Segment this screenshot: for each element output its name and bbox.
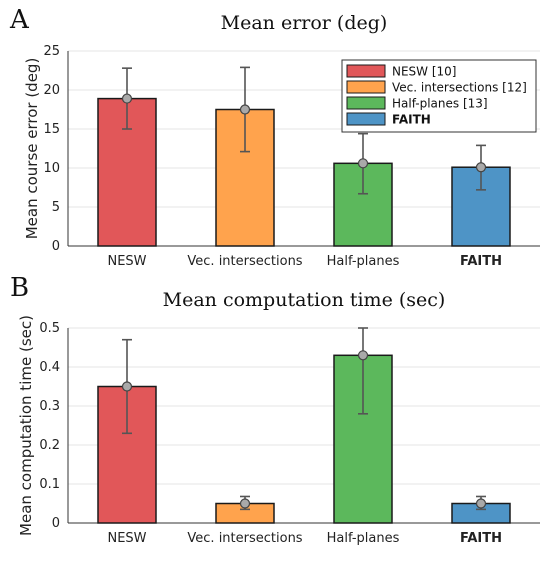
y-tick-label: 0.3 [39,399,60,414]
y-tick-label: 15 [43,122,60,137]
legend-swatch [346,112,386,126]
mean-marker [121,93,133,104]
x-tick-label: NESW [107,254,146,269]
panel-letter: B [10,273,29,303]
y-tick-label: 0.5 [39,321,60,336]
legend-swatch [346,96,386,110]
y-tick-label: 10 [43,161,60,176]
y-tick-label: 0.4 [39,360,60,375]
y-tick-label: 5 [52,200,60,215]
mean-marker [357,158,369,169]
y-tick-label: 25 [43,44,60,59]
x-tick-label: FAITH [460,254,502,269]
y-tick-label: 20 [43,83,60,98]
x-tick-label: FAITH [460,531,502,546]
legend-entry: Vec. intersections [12] [392,81,527,95]
legend-swatch [346,64,386,78]
legend-entry: NESW [10] [392,65,457,79]
mean-marker [121,381,133,392]
mean-marker [357,350,369,361]
y-tick-label: 0 [52,516,60,531]
x-tick-label: NESW [107,531,146,546]
mean-marker [475,162,487,173]
y-tick-label: 0.2 [39,438,60,453]
mean-marker [239,104,251,115]
y-axis-label: Mean course error (deg) [23,58,41,240]
y-tick-label: 0 [52,239,60,254]
mean-marker [475,498,487,509]
legend-entry: Half-planes [13] [392,97,488,111]
panel-letter: A [9,5,30,35]
mean-marker [239,498,251,509]
legend-entry: FAITH [392,113,431,127]
chart-panel-b: B Mean computation time (sec) 0 0.1 0.2 0.3 0.… [10,273,540,546]
legend-swatch [346,80,386,94]
chart-title: Mean error (deg) [221,12,388,34]
x-tick-label: Vec. intersections [187,254,302,269]
x-tick-label: Half-planes [327,254,400,269]
y-axis-label: Mean computation time (sec) [17,315,35,536]
legend: NESW [10] Vec. intersections [12] Half-pla… [341,59,537,133]
chart-title: Mean computation time (sec) [163,289,446,311]
y-tick-label: 0.1 [39,477,60,492]
x-tick-label: Vec. intersections [187,531,302,546]
x-tick-label: Half-planes [327,531,400,546]
